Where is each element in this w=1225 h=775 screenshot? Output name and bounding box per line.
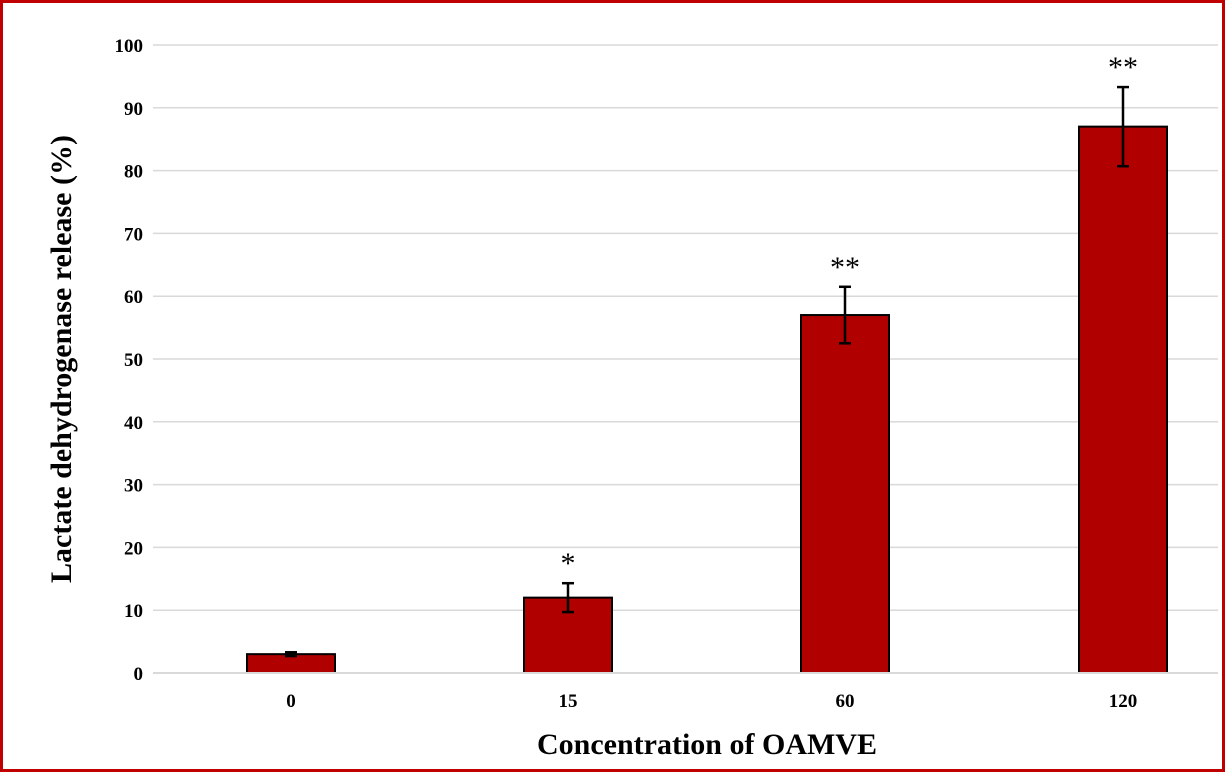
y-tick-label: 20	[124, 538, 143, 559]
y-tick-label: 40	[124, 413, 143, 434]
y-axis-ticks: 0 10 20 30 40 50 60 70 80 90 100	[115, 36, 144, 685]
y-tick-label: 80	[124, 162, 143, 183]
x-tick-label: 60	[836, 691, 855, 712]
y-tick-label: 90	[124, 99, 143, 120]
significance-label: *	[561, 547, 576, 580]
bar	[800, 314, 890, 674]
y-tick-label: 60	[124, 287, 143, 308]
error-bars	[285, 85, 1129, 658]
y-tick-label: 50	[124, 350, 143, 371]
x-tick-label: 120	[1109, 691, 1138, 712]
y-tick-label: 70	[124, 224, 143, 245]
bar	[523, 596, 613, 675]
y-tick-label: 0	[134, 664, 144, 685]
x-tick-label: 0	[286, 691, 296, 712]
x-axis-ticks: 0 15 60 120	[286, 691, 1137, 712]
y-tick-label: 100	[115, 36, 144, 57]
significance-label: **	[830, 251, 860, 284]
y-axis-title: Lactate dehydrogenase release (%)	[45, 135, 78, 583]
gridlines	[153, 44, 1218, 611]
y-tick-label: 10	[124, 601, 143, 622]
y-tick-label: 30	[124, 476, 143, 497]
x-tick-label: 15	[559, 691, 578, 712]
significance-label: **	[1108, 51, 1138, 84]
bars	[246, 125, 1168, 675]
bar	[1078, 125, 1168, 674]
significance-marks: *****	[561, 51, 1139, 580]
x-axis-title: Concentration of OAMVE	[537, 728, 877, 761]
